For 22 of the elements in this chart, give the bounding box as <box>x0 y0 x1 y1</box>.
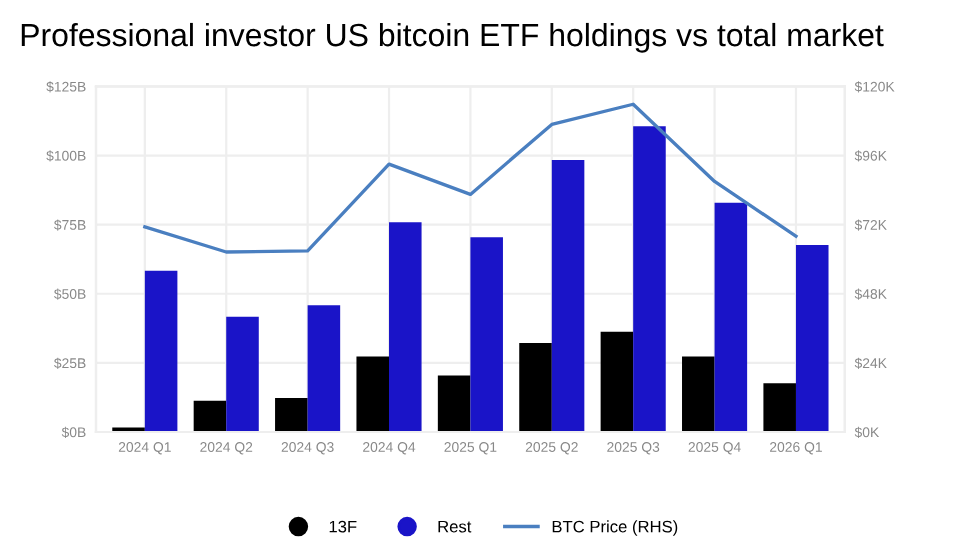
line-series <box>143 102 798 254</box>
legend-label: Rest <box>438 520 472 533</box>
bar <box>633 126 666 432</box>
bar <box>275 397 308 432</box>
bar <box>307 305 341 432</box>
bar <box>600 331 634 432</box>
bar <box>551 159 585 432</box>
bar <box>437 375 471 432</box>
bar <box>519 342 552 432</box>
bar <box>144 270 178 432</box>
bar <box>226 316 259 432</box>
chart-title: Professional investor US bitcoin ETF holdings vs total market <box>21 22 884 53</box>
bar <box>193 400 227 432</box>
bar <box>389 222 422 432</box>
bar <box>470 237 503 432</box>
bar <box>356 356 390 432</box>
legend-label: BTC Price (RHS) <box>552 520 678 536</box>
bar <box>714 202 748 432</box>
legend-label: 13F <box>329 520 357 533</box>
bar <box>763 383 796 432</box>
bar <box>682 356 715 432</box>
bar <box>795 245 829 432</box>
